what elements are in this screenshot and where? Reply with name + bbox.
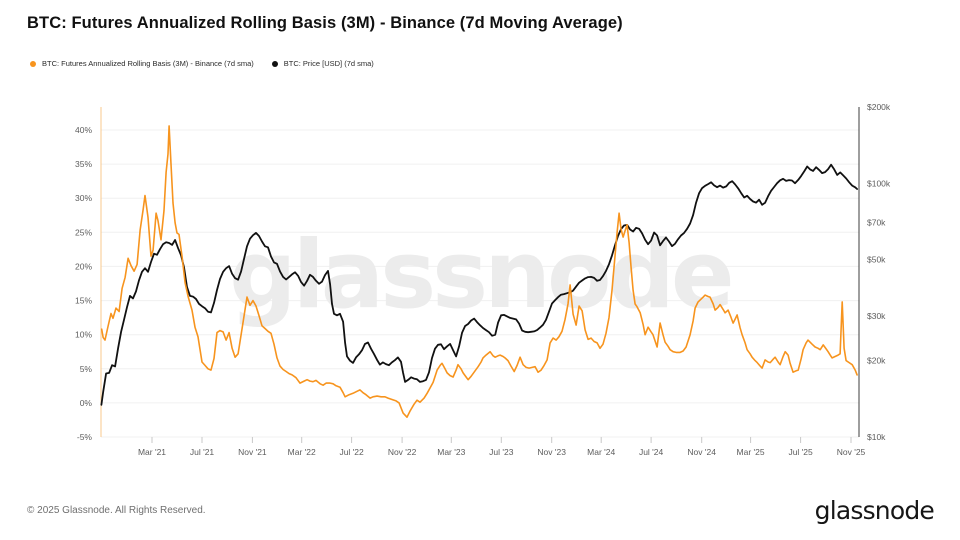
y-right-tick-label: $20k <box>867 356 886 366</box>
y-left-tick-label: 25% <box>75 227 92 237</box>
y-left-tick-label: 0% <box>80 398 93 408</box>
y-left-tick-label: -5% <box>77 432 93 442</box>
y-right-tick-label: $10k <box>867 432 886 442</box>
x-tick-label: Mar '21 <box>138 447 166 457</box>
x-tick-label: Jul '23 <box>489 447 514 457</box>
y-left-tick-label: 5% <box>80 364 93 374</box>
y-left-tick-label: 40% <box>75 125 92 135</box>
x-tick-label: Nov '25 <box>837 447 866 457</box>
series-swatch-price-icon <box>271 60 278 67</box>
x-tick-label: Nov '21 <box>238 447 267 457</box>
x-tick-label: Mar '23 <box>437 447 465 457</box>
series-swatch-basis-icon <box>30 60 36 67</box>
y-right-tick-label: $30k <box>867 311 886 321</box>
y-right-tick-label: $100k <box>867 178 891 188</box>
y-right-tick-label: $200k <box>867 102 891 112</box>
x-tick-label: Jul '21 <box>190 447 215 457</box>
x-tick-label: Jul '24 <box>639 447 664 457</box>
series-line-basis <box>100 125 858 419</box>
legend-item-price[interactable]: BTC: Price [USD] (7d sma) <box>271 59 374 68</box>
y-left-tick-label: 15% <box>75 296 92 306</box>
copyright-text: © 2025 Glassnode. All Rights Reserved. <box>27 505 206 516</box>
y-left-tick-label: 10% <box>75 330 92 340</box>
glassnode-logo[interactable]: glassnode <box>814 496 935 525</box>
x-tick-label: Mar '25 <box>737 447 765 457</box>
legend-label-price: BTC: Price [USD] (7d sma) <box>283 59 374 68</box>
legend: BTC: Futures Annualized Rolling Basis (3… <box>30 59 374 68</box>
x-tick-label: Nov '23 <box>537 447 566 457</box>
x-tick-label: Jul '25 <box>788 447 813 457</box>
page-title: BTC: Futures Annualized Rolling Basis (3… <box>27 14 623 32</box>
y-left-tick-label: 20% <box>75 261 92 271</box>
x-tick-label: Mar '24 <box>587 447 615 457</box>
y-left-tick-label: 30% <box>75 193 92 203</box>
x-tick-label: Nov '22 <box>388 447 417 457</box>
y-right-tick-label: $70k <box>867 218 886 228</box>
x-tick-label: Jul '22 <box>339 447 364 457</box>
glassnode-watermark: glassnode <box>229 221 731 330</box>
legend-item-basis[interactable]: BTC: Futures Annualized Rolling Basis (3… <box>30 59 254 68</box>
x-tick-label: Mar '22 <box>288 447 316 457</box>
y-right-tick-label: $50k <box>867 255 886 265</box>
plot-area[interactable] <box>101 107 859 437</box>
x-tick-label: Nov '24 <box>687 447 716 457</box>
y-left-tick-label: 35% <box>75 159 92 169</box>
legend-label-basis: BTC: Futures Annualized Rolling Basis (3… <box>42 59 254 68</box>
series-line-price <box>100 163 858 406</box>
